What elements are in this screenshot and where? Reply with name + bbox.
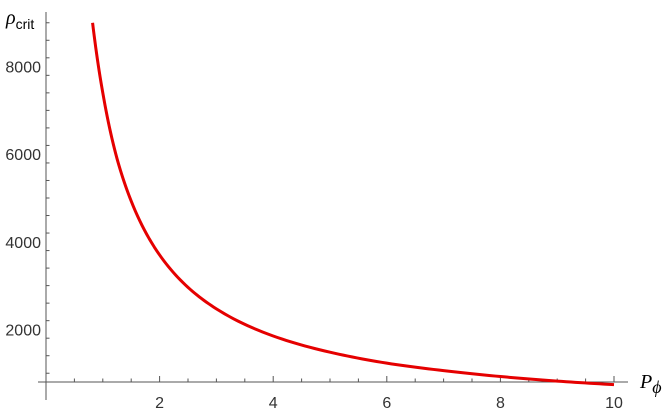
x-tick-label: 2 [155, 395, 164, 412]
series-layer [91, 22, 615, 387]
y-tick-label: 2000 [5, 322, 41, 339]
series-line [91, 22, 615, 387]
x-axis-title-sub: ϕ [652, 377, 661, 397]
y-tick-label: 8000 [5, 60, 41, 77]
x-axis-title-main: P [639, 371, 652, 393]
y-axis-title-sub: crit [16, 16, 35, 32]
x-tick-label: 8 [496, 395, 505, 412]
x-tick-label: 4 [269, 395, 278, 412]
x-axis-title: Pϕ [639, 371, 662, 397]
x-tick-label: 10 [605, 395, 623, 412]
axes [38, 12, 628, 400]
y-tick-label: 4000 [5, 235, 41, 252]
x-tick-label: 6 [382, 395, 391, 412]
y-axis-title: ρcrit [5, 7, 34, 32]
y-axis-title-main: ρ [5, 7, 16, 29]
axis-ticks: 2 4 6 8 10 2000 4000 6000 8000 [5, 22, 623, 412]
y-tick-label: 6000 [5, 147, 41, 164]
